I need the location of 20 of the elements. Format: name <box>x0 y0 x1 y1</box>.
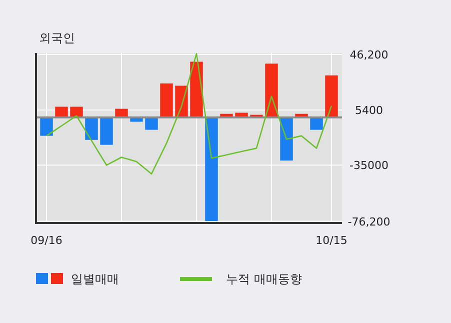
bar <box>280 117 293 161</box>
bar <box>55 106 68 118</box>
bar <box>265 64 278 118</box>
bar <box>310 117 323 130</box>
bar <box>145 117 158 130</box>
legend-label: 누적 매매동향 <box>226 272 302 286</box>
y-tick-label: 5400 <box>355 104 383 118</box>
bar <box>160 83 173 118</box>
y-tick-label: -76,200 <box>348 215 390 228</box>
x-tick-label: 09/16 <box>30 234 62 247</box>
bar <box>325 75 338 118</box>
line-series <box>46 53 332 175</box>
chart-title: 외국인 <box>39 31 75 45</box>
y-tick-label: 46,200 <box>350 48 388 62</box>
bar <box>205 117 218 222</box>
legend-label: 일별매매 <box>71 272 119 286</box>
x-tick-label: 10/15 <box>316 234 348 247</box>
bar <box>40 117 53 136</box>
y-tick-label: -35000 <box>350 159 388 172</box>
bar <box>100 117 113 145</box>
